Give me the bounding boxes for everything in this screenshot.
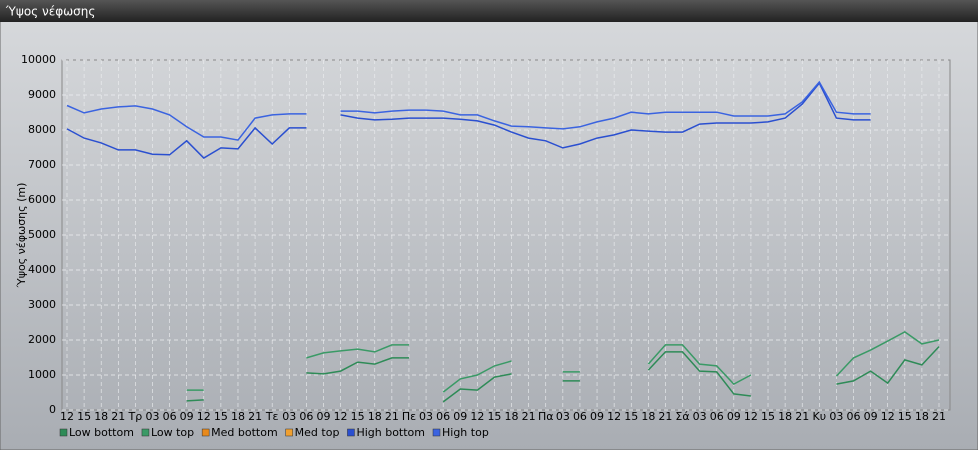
y-tick-label: 6000 xyxy=(28,193,56,206)
x-tick-label: 18 xyxy=(368,410,382,423)
title: Ύψος νέφωσης xyxy=(5,5,95,19)
x-tick-label: 21 xyxy=(522,410,536,423)
legend-label: High top xyxy=(442,426,489,439)
y-tick-label: 1000 xyxy=(28,368,56,381)
x-tick-label: 12 xyxy=(334,410,348,423)
x-tick-label: 12 xyxy=(607,410,621,423)
y-tick-label: 3000 xyxy=(28,298,56,311)
x-tick-label: 09 xyxy=(316,410,330,423)
series-line xyxy=(186,346,940,403)
legend-swatch xyxy=(285,428,293,437)
x-tick-label: 15 xyxy=(624,410,638,423)
legend-label: Low top xyxy=(151,426,194,439)
x-tick-label: 18 xyxy=(505,410,519,423)
x-tick-label: 03 xyxy=(145,410,159,423)
y-tick-label: 10000 xyxy=(21,53,56,66)
legend-label: Med top xyxy=(295,426,340,439)
x-tick-label: 18 xyxy=(231,410,245,423)
legend-label: Low bottom xyxy=(69,426,134,439)
x-tick-label: 21 xyxy=(932,410,946,423)
y-tick-label: 0 xyxy=(49,403,56,416)
x-tick-label: 21 xyxy=(795,410,809,423)
legend-swatch xyxy=(347,428,355,437)
x-tick-label: 09 xyxy=(180,410,194,423)
x-tick-label: 21 xyxy=(385,410,399,423)
series-line xyxy=(66,80,871,141)
x-tick-label: Πα xyxy=(538,410,554,423)
legend-swatch xyxy=(59,428,68,437)
x-tick-label: 06 xyxy=(163,410,177,423)
x-tick-label: 12 xyxy=(197,410,211,423)
series-line xyxy=(66,81,871,159)
x-tick-label: 06 xyxy=(299,410,313,423)
y-tick-label: 2000 xyxy=(28,333,56,346)
legend-swatch xyxy=(432,428,441,437)
x-tick-label: 15 xyxy=(761,410,775,423)
x-tick-label: 06 xyxy=(847,410,861,423)
x-tick-label: Τε xyxy=(265,410,279,423)
x-tick-label: 03 xyxy=(693,410,707,423)
series-line xyxy=(186,331,940,393)
legend-swatch xyxy=(141,428,150,437)
x-tick-label: 18 xyxy=(641,410,655,423)
legend-label: Med bottom xyxy=(211,426,278,439)
x-tick-label: 15 xyxy=(487,410,501,423)
x-tick-label: 06 xyxy=(436,410,450,423)
x-tick-label: 21 xyxy=(248,410,262,423)
title-bar xyxy=(0,0,978,22)
x-tick-label: 18 xyxy=(94,410,108,423)
x-tick-label: 18 xyxy=(778,410,792,423)
x-tick-label: 18 xyxy=(915,410,929,423)
x-tick-label: 03 xyxy=(419,410,433,423)
x-tick-label: 12 xyxy=(60,410,74,423)
x-tick-label: 09 xyxy=(453,410,467,423)
legend-label: High bottom xyxy=(356,426,425,439)
x-tick-label: Κυ xyxy=(813,410,827,423)
x-tick-label: 21 xyxy=(111,410,125,423)
x-tick-label: Σά xyxy=(675,410,689,423)
x-tick-label: Τρ xyxy=(128,410,143,423)
x-tick-label: 03 xyxy=(829,410,843,423)
x-tick-label: 03 xyxy=(282,410,296,423)
x-tick-label: 06 xyxy=(573,410,587,423)
x-tick-label: 03 xyxy=(556,410,570,423)
x-tick-label: 09 xyxy=(864,410,878,423)
x-tick-label: 15 xyxy=(351,410,365,423)
x-tick-label: 12 xyxy=(470,410,484,423)
y-tick-label: 7000 xyxy=(28,158,56,171)
y-axis-label: Ύψος νέφωσης (m) xyxy=(15,183,28,289)
x-tick-label: 09 xyxy=(727,410,741,423)
x-tick-label: 21 xyxy=(658,410,672,423)
x-tick-label: 12 xyxy=(744,410,758,423)
y-tick-label: 9000 xyxy=(28,88,56,101)
y-tick-label: 4000 xyxy=(28,263,56,276)
x-tick-label: 15 xyxy=(77,410,91,423)
x-tick-label: 06 xyxy=(710,410,724,423)
y-tick-label: 8000 xyxy=(28,123,56,136)
x-tick-label: Πε xyxy=(402,410,416,423)
x-tick-label: 12 xyxy=(881,410,895,423)
x-tick-label: 15 xyxy=(898,410,912,423)
legend-swatch xyxy=(201,428,210,437)
x-tick-label: 09 xyxy=(590,410,604,423)
x-tick-label: 15 xyxy=(214,410,228,423)
y-tick-label: 5000 xyxy=(28,228,56,241)
